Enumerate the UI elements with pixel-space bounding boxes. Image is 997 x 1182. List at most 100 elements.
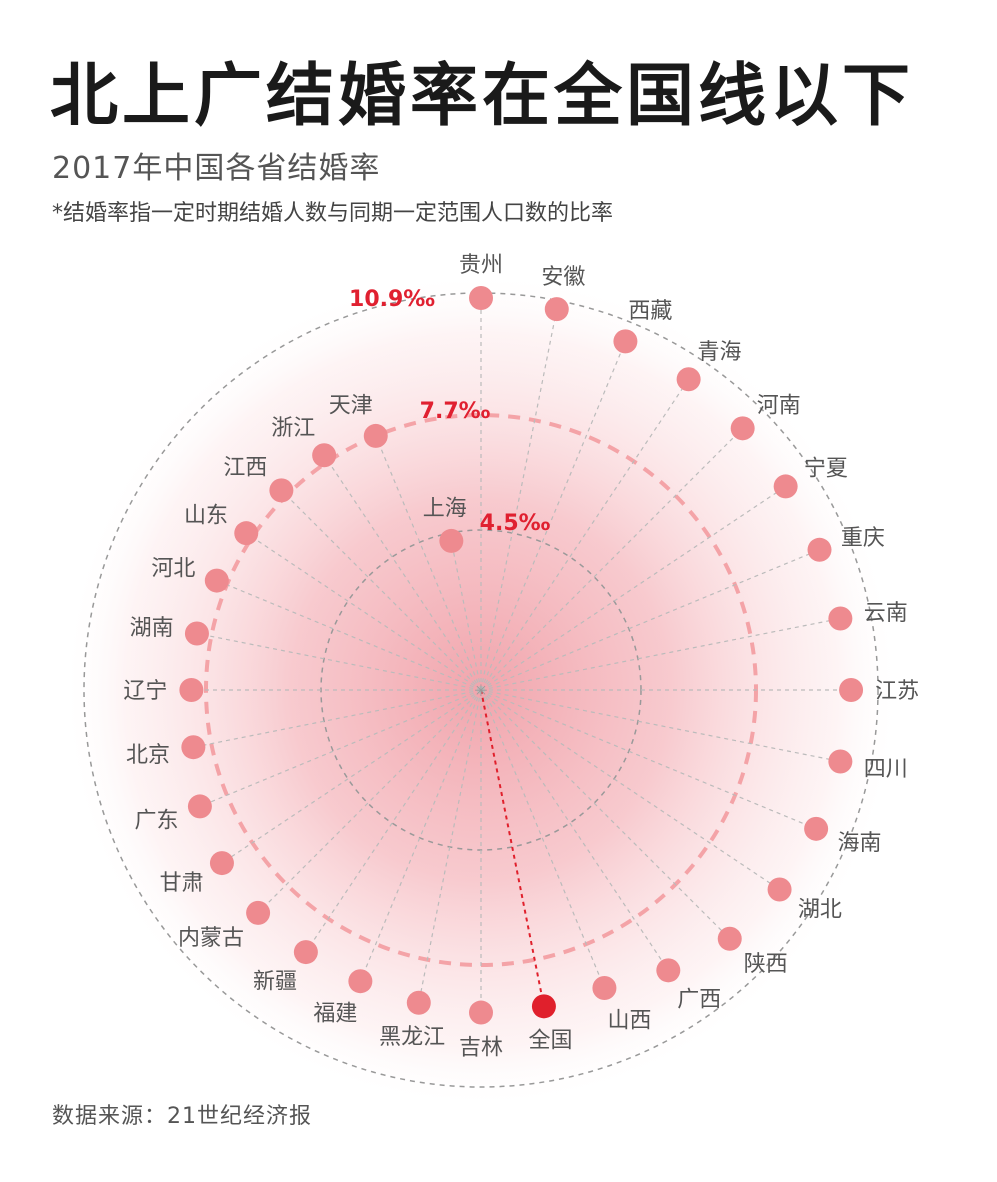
dot-point-2: [613, 329, 638, 354]
dot-point-30: [363, 423, 388, 448]
dot-point-16: [469, 1000, 493, 1025]
dot-point-1: [544, 297, 569, 322]
dot-point-12: [717, 926, 742, 951]
label-point-6: 重庆: [841, 526, 885, 551]
label-point-23: 北京: [126, 743, 170, 768]
dot-point-27: [234, 521, 259, 546]
dot-point-31: [439, 528, 464, 553]
spoke-point-6: [480, 549, 820, 691]
dot-point-3: [676, 367, 701, 392]
label-point-7: 云南: [864, 601, 908, 626]
label-point-2: 西藏: [628, 299, 672, 324]
label-point-25: 湖南: [130, 616, 174, 641]
label-point-17: 黑龙江: [379, 1025, 445, 1050]
ring-value-labels: 10.9‰ 7.7‰ 4.5‰: [349, 287, 551, 536]
label-point-30: 天津: [329, 394, 373, 419]
label-point-12: 陕西: [744, 952, 788, 977]
label-point-14: 山西: [607, 1008, 651, 1033]
spoke-point-21: [221, 689, 482, 864]
dot-point-26: [204, 568, 229, 593]
dot-point-22: [187, 794, 212, 819]
ring-label-2: 4.5‰: [480, 511, 551, 536]
label-point-18: 福建: [313, 1002, 357, 1027]
dot-point-18: [348, 969, 373, 994]
dot-point-6: [807, 537, 832, 562]
label-point-4: 河南: [757, 393, 801, 418]
dot-point-11: [767, 877, 792, 902]
center-star-icon: ✳: [474, 681, 487, 700]
label-point-26: 河北: [151, 557, 195, 582]
dot-point-21: [209, 851, 234, 876]
spoke-point-2: [480, 341, 626, 691]
spoke-point-28: [280, 489, 482, 691]
label-point-29: 浙江: [271, 416, 315, 441]
dot-point-13: [656, 958, 681, 983]
spoke-point-31: [450, 540, 482, 691]
label-point-31: 上海: [423, 497, 467, 522]
dot-point-7: [828, 606, 853, 631]
dot-point-0: [469, 286, 493, 310]
dot-point-24: [179, 678, 204, 702]
spoke-point-12: [480, 689, 731, 940]
spoke-point-27: [245, 532, 482, 691]
dot-point-17: [406, 990, 431, 1015]
label-point-5: 宁夏: [804, 457, 848, 482]
spoke-point-15: [480, 689, 545, 1007]
data-source: 数据来源：21世纪经济报: [52, 1104, 312, 1129]
label-point-22: 广东: [134, 808, 178, 833]
ring-label-0: 10.9‰: [349, 287, 435, 312]
spokes: [191, 298, 852, 1013]
label-point-0: 贵州: [459, 253, 503, 278]
dot-point-9: [828, 749, 853, 774]
spoke-point-30: [375, 435, 482, 691]
dot-point-15: [531, 994, 556, 1019]
spoke-point-5: [480, 485, 786, 691]
label-point-28: 江西: [223, 455, 267, 480]
label-point-3: 青海: [698, 340, 742, 365]
dot-point-4: [730, 416, 755, 441]
spoke-point-7: [480, 617, 841, 691]
spoke-point-25: [196, 632, 482, 691]
dot-point-29: [312, 443, 337, 468]
spoke-point-1: [480, 309, 558, 691]
dot-point-10: [804, 816, 829, 841]
spoke-point-14: [480, 689, 605, 989]
spoke-point-22: [199, 689, 482, 807]
label-point-1: 安徽: [541, 265, 585, 290]
dot-point-5: [773, 474, 798, 499]
label-point-19: 新疆: [253, 969, 297, 994]
label-point-27: 山东: [184, 503, 228, 528]
spoke-point-11: [480, 689, 780, 891]
dot-point-23: [181, 735, 206, 760]
label-point-11: 湖北: [798, 897, 842, 922]
ring-label-1: 7.7‰: [420, 399, 491, 424]
chart-subtitle: 2017年中国各省结婚率: [52, 151, 381, 186]
label-point-20: 内蒙古: [178, 926, 244, 951]
label-point-24: 辽宁: [123, 679, 167, 704]
label-point-16: 吉林: [459, 1036, 503, 1061]
spoke-point-9: [480, 689, 841, 763]
dot-point-20: [246, 900, 271, 925]
spoke-point-23: [193, 689, 482, 748]
label-point-13: 广西: [677, 988, 721, 1013]
label-point-10: 海南: [838, 831, 882, 856]
label-point-21: 甘肃: [160, 871, 204, 896]
dot-point-25: [184, 621, 209, 646]
page-title: 北上广结婚率在全国线以下: [50, 57, 915, 136]
dots: [179, 286, 864, 1025]
dot-point-19: [293, 940, 318, 965]
spoke-point-3: [480, 378, 690, 691]
spoke-point-17: [418, 689, 482, 1003]
dot-point-8: [839, 678, 864, 702]
label-point-9: 四川: [864, 757, 908, 782]
spoke-point-29: [323, 454, 482, 691]
label-point-15: 全国: [529, 1029, 573, 1054]
dot-point-14: [592, 975, 617, 1000]
footnote: *结婚率指一定时期结婚人数与同期一定范围人口数的比率: [52, 201, 614, 226]
spoke-point-4: [480, 427, 744, 691]
label-point-8: 江苏: [875, 679, 919, 704]
dot-point-28: [269, 478, 294, 503]
spoke-point-13: [480, 689, 669, 971]
